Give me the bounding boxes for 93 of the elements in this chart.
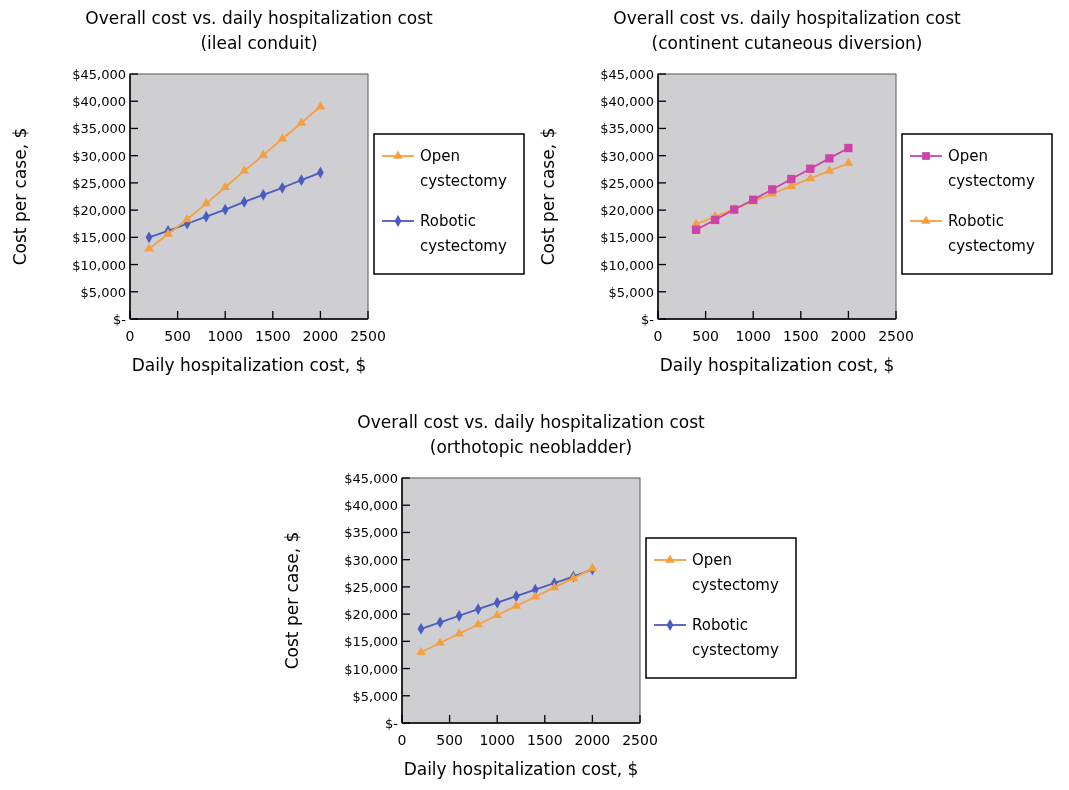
y-tick-label: $15,000 bbox=[600, 230, 654, 246]
y-tick-label: $40,000 bbox=[344, 498, 398, 514]
point bbox=[163, 228, 173, 237]
legend-label: Robotic cystectomy bbox=[948, 212, 1035, 255]
point bbox=[182, 213, 192, 223]
y-tick-label: $5,000 bbox=[608, 284, 654, 300]
point bbox=[587, 562, 598, 572]
point bbox=[296, 117, 307, 126]
y-tick-label: $30,000 bbox=[72, 148, 126, 164]
y-tick-label: $15,000 bbox=[344, 634, 398, 650]
y-tick-label: $45,000 bbox=[72, 67, 126, 82]
x-tick-label: 2500 bbox=[878, 328, 914, 344]
x-tick-label: 0 bbox=[397, 732, 407, 748]
point bbox=[220, 181, 231, 191]
y-tick-label: $40,000 bbox=[72, 94, 126, 110]
legend-label: Robotic cystectomy bbox=[692, 616, 779, 659]
y-tick-label: $45,000 bbox=[600, 67, 654, 82]
y-tick-label: $20,000 bbox=[344, 607, 398, 623]
y-tick-label: $- bbox=[113, 312, 127, 327]
legend-label: Open cystectomy bbox=[692, 551, 779, 594]
point bbox=[435, 637, 445, 646]
x-axis-title: Daily hospitalization cost, $ bbox=[131, 355, 367, 375]
y-tick-label: $25,000 bbox=[72, 175, 126, 191]
point bbox=[239, 165, 250, 174]
y-tick-label: $- bbox=[385, 716, 399, 731]
point bbox=[805, 172, 816, 182]
x-tick-label: 0 bbox=[125, 328, 135, 344]
y-tick-label: $10,000 bbox=[72, 257, 126, 273]
point bbox=[825, 154, 834, 163]
point bbox=[258, 149, 269, 158]
point bbox=[844, 143, 853, 153]
point bbox=[710, 215, 720, 225]
y-axis-title: Cost per case, $ bbox=[10, 127, 30, 266]
point bbox=[530, 591, 541, 600]
y-tick-label: $5,000 bbox=[352, 688, 398, 704]
x-tick-label: 2000 bbox=[302, 328, 339, 344]
y-tick-label: $20,000 bbox=[72, 203, 126, 219]
x-tick-label: 2500 bbox=[622, 732, 658, 748]
y-tick-label: $10,000 bbox=[344, 661, 398, 677]
point bbox=[806, 164, 815, 173]
x-tick-label: 1000 bbox=[479, 732, 516, 748]
chart-subtitle: (continent cutaneous diversion) bbox=[651, 33, 923, 53]
point bbox=[473, 618, 483, 628]
x-tick-label: 1500 bbox=[526, 732, 563, 748]
x-tick-label: 1500 bbox=[254, 328, 291, 344]
x-tick-label: 1000 bbox=[735, 328, 772, 344]
chart-title: Overall cost vs. daily hospitalization cost bbox=[85, 8, 433, 28]
x-tick-label: 500 bbox=[436, 732, 463, 748]
x-tick-label: 0 bbox=[653, 328, 663, 344]
y-tick-label: $- bbox=[641, 312, 655, 327]
x-axis-title: Daily hospitalization cost, $ bbox=[403, 759, 639, 779]
chart-title: Overall cost vs. daily hospitalization cost bbox=[613, 8, 961, 28]
chart-title: Overall cost vs. daily hospitalization cost bbox=[357, 412, 705, 432]
point bbox=[201, 198, 211, 207]
y-tick-label: $35,000 bbox=[600, 121, 654, 137]
x-tick-label: 2000 bbox=[574, 732, 611, 748]
y-tick-label: $20,000 bbox=[600, 203, 654, 219]
x-tick-label: 1500 bbox=[782, 328, 819, 344]
legend-label: Open cystectomy bbox=[420, 147, 507, 190]
x-axis-title: Daily hospitalization cost, $ bbox=[659, 355, 895, 375]
y-axis-title: Cost per case, $ bbox=[538, 127, 558, 266]
y-tick-label: $25,000 bbox=[600, 175, 654, 191]
x-tick-label: 2000 bbox=[830, 328, 867, 344]
y-tick-label: $30,000 bbox=[600, 148, 654, 164]
legend-label: Open cystectomy bbox=[948, 147, 1035, 190]
y-tick-label: $45,000 bbox=[344, 471, 398, 486]
y-tick-label: $35,000 bbox=[344, 525, 398, 541]
y-tick-label: $40,000 bbox=[600, 94, 654, 110]
point bbox=[691, 225, 701, 234]
point bbox=[824, 165, 835, 174]
x-tick-label: 1000 bbox=[207, 328, 244, 344]
chart-subtitle: (orthotopic neobladder) bbox=[429, 437, 633, 457]
y-tick-label: $15,000 bbox=[72, 230, 126, 246]
point bbox=[843, 157, 854, 167]
point bbox=[787, 174, 796, 184]
point bbox=[277, 133, 288, 142]
y-tick-label: $5,000 bbox=[80, 284, 126, 300]
y-tick-label: $35,000 bbox=[72, 121, 126, 137]
y-axis-title: Cost per case, $ bbox=[282, 531, 302, 670]
y-tick-label: $25,000 bbox=[344, 579, 398, 595]
x-tick-label: 500 bbox=[164, 328, 191, 344]
point bbox=[144, 243, 154, 252]
point bbox=[416, 646, 426, 655]
legend-label: Robotic cystectomy bbox=[420, 212, 507, 255]
x-tick-label: 500 bbox=[692, 328, 719, 344]
y-tick-label: $30,000 bbox=[344, 552, 398, 568]
chart-subtitle: (ileal conduit) bbox=[200, 33, 318, 53]
point bbox=[492, 609, 503, 618]
y-tick-label: $10,000 bbox=[600, 257, 654, 273]
point bbox=[511, 600, 522, 609]
x-tick-label: 2500 bbox=[350, 328, 386, 344]
point bbox=[549, 581, 560, 591]
point bbox=[315, 101, 326, 110]
